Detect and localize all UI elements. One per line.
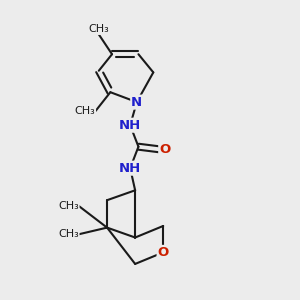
Text: NH: NH bbox=[119, 162, 141, 175]
Text: CH₃: CH₃ bbox=[58, 229, 79, 239]
Text: O: O bbox=[159, 143, 170, 157]
Text: CH₃: CH₃ bbox=[75, 106, 95, 116]
Text: CH₃: CH₃ bbox=[88, 24, 109, 34]
Text: NH: NH bbox=[119, 119, 141, 132]
Text: N: N bbox=[131, 96, 142, 109]
Text: O: O bbox=[158, 246, 169, 259]
Text: CH₃: CH₃ bbox=[58, 201, 79, 211]
